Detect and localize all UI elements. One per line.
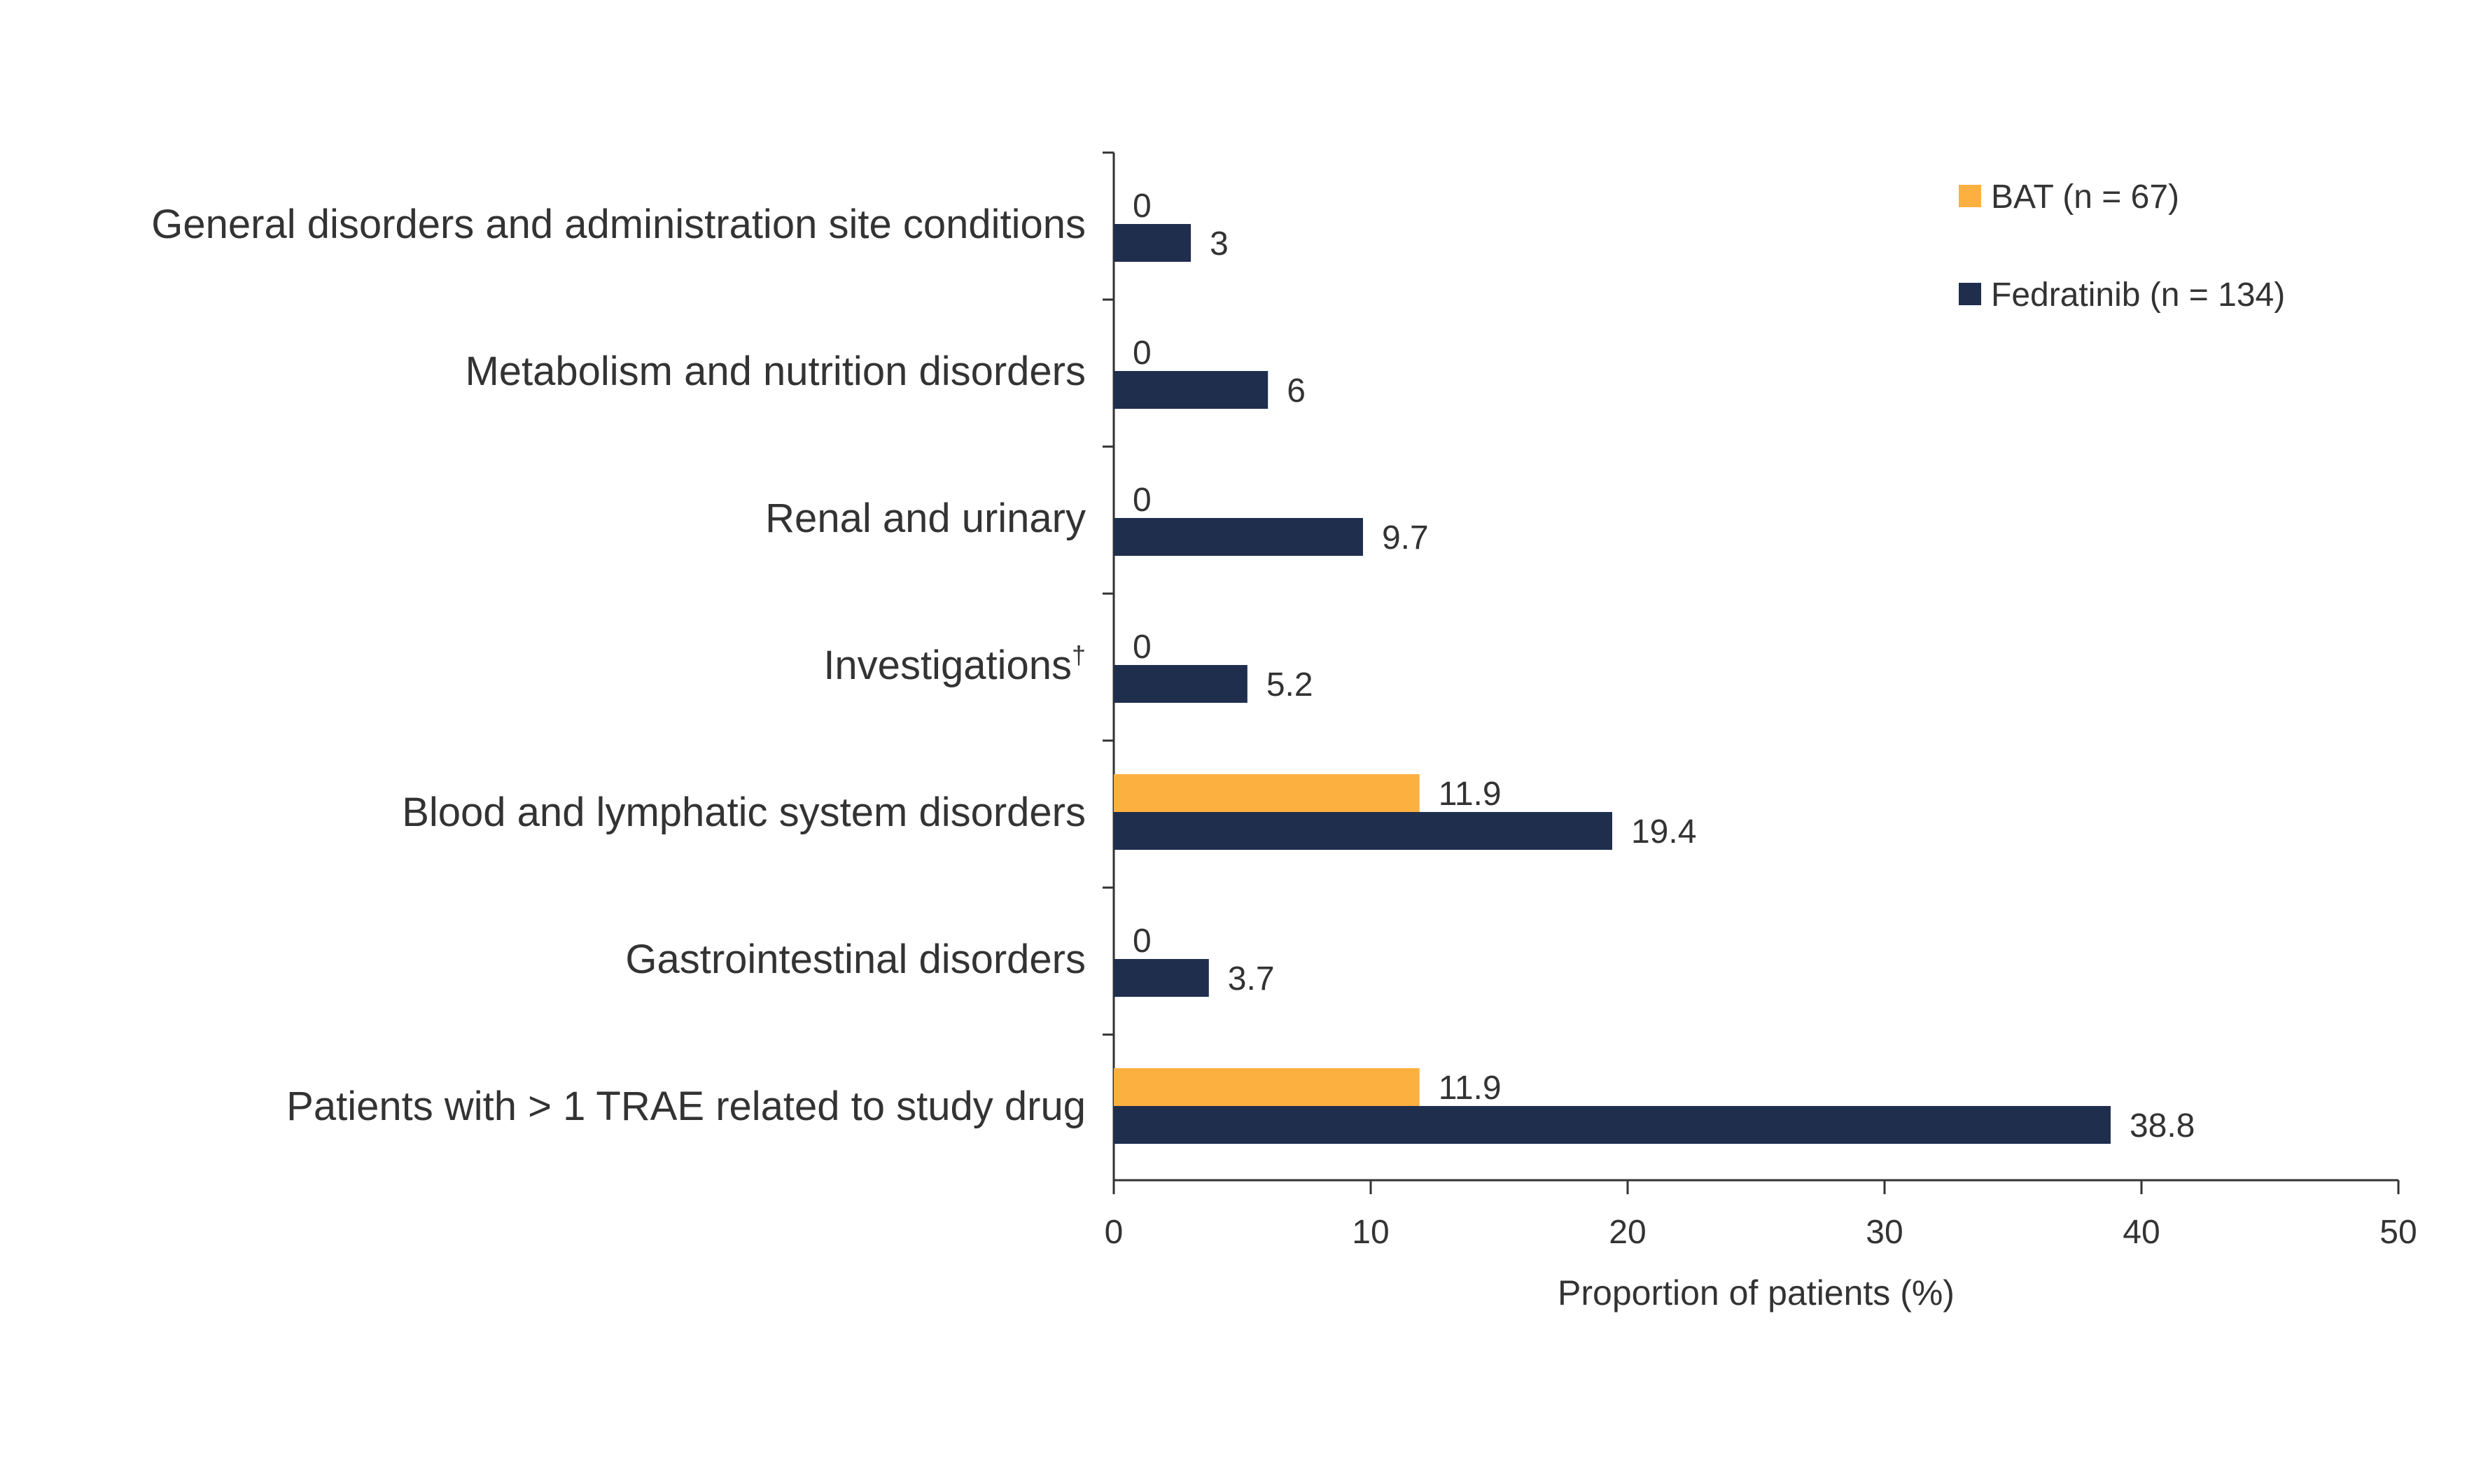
bars: 0 3 0 6 0 9.7 0 5.2 11.9 19.4 0 3.7 11.9 38.8 xyxy=(1114,188,2195,1144)
bar-fedratinib xyxy=(1114,959,1209,997)
legend: BAT (n = 67) Fedratinib (n = 134) xyxy=(1959,178,2285,314)
data-label-fedratinib: 19.4 xyxy=(1631,813,1696,850)
x-tick-label: 40 xyxy=(2123,1214,2160,1251)
data-label-fedratinib: 9.7 xyxy=(1382,519,1429,556)
x-tick-label: 20 xyxy=(1609,1214,1646,1251)
x-tick-label: 30 xyxy=(1866,1214,1903,1251)
data-label-fedratinib: 5.2 xyxy=(1266,666,1313,704)
bar-fedratinib xyxy=(1114,224,1191,262)
data-label-bat: 0 xyxy=(1133,923,1152,960)
data-label-fedratinib: 3.7 xyxy=(1228,960,1275,997)
data-label-bat: 0 xyxy=(1133,335,1152,372)
x-tick-label: 50 xyxy=(2379,1214,2417,1251)
x-tick-label: 0 xyxy=(1105,1214,1124,1251)
category-labels: General disorders and administration sit… xyxy=(151,202,1086,1129)
data-label-bat: 0 xyxy=(1133,482,1152,519)
data-label-bat: 11.9 xyxy=(1439,776,1502,813)
legend-swatch-bat xyxy=(1959,185,1981,207)
category-label: Investigations† xyxy=(823,640,1086,688)
category-label: Renal and urinary xyxy=(765,496,1086,541)
category-label: Gastrointestinal disorders xyxy=(625,937,1086,982)
legend-label-fedratinib: Fedratinib (n = 134) xyxy=(1991,276,2285,314)
category-label: Patients with > 1 TRAE related to study … xyxy=(286,1084,1086,1129)
legend-swatch-fedratinib xyxy=(1959,283,1981,305)
data-label-bat: 11.9 xyxy=(1439,1070,1502,1107)
x-axis-title: Proportion of patients (%) xyxy=(1558,1273,1955,1312)
x-tick-label: 10 xyxy=(1352,1214,1389,1251)
category-label: Metabolism and nutrition disorders xyxy=(465,349,1086,394)
bar-bat xyxy=(1114,774,1420,812)
category-label: General disorders and administration sit… xyxy=(151,202,1086,247)
data-label-fedratinib: 3 xyxy=(1210,225,1229,262)
legend-label-bat: BAT (n = 67) xyxy=(1991,178,2179,216)
category-superscript: † xyxy=(1072,640,1086,669)
bar-bat xyxy=(1114,1068,1420,1106)
data-label-bat: 0 xyxy=(1133,188,1152,225)
data-label-bat: 0 xyxy=(1133,629,1152,666)
bar-fedratinib xyxy=(1114,812,1612,850)
data-label-fedratinib: 38.8 xyxy=(2130,1107,2195,1144)
bar-fedratinib xyxy=(1114,1106,2111,1144)
bar-fedratinib xyxy=(1114,665,1248,703)
data-label-fedratinib: 6 xyxy=(1287,372,1306,410)
bar-fedratinib xyxy=(1114,518,1363,556)
bar-fedratinib xyxy=(1114,371,1269,409)
category-label: Blood and lymphatic system disorders xyxy=(402,790,1086,835)
